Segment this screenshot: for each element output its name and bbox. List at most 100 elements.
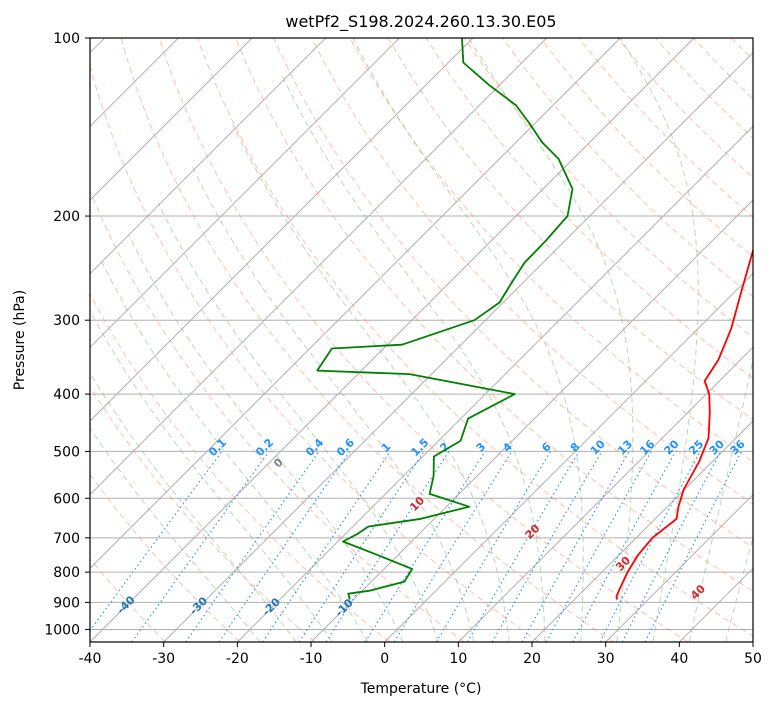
moist-adiabat-line [90,309,333,642]
mixing-ratio-line [131,451,270,642]
dry-adiabat-line [158,38,689,642]
dry-adiabat-line [387,38,753,421]
dry-adiabat-line [540,38,753,258]
dry-adiabat-line [273,38,753,548]
mixing-ratio-lines [90,451,742,642]
mixing-ratio-label: 36 [728,437,748,457]
mixing-ratio-line [262,451,391,642]
mixing-ratio-label: 4 [500,440,515,455]
dry-adiabat-line [90,63,540,642]
mixing-ratio-line [325,451,450,642]
dry-adiabats [90,38,775,642]
moist-adiabat-line [280,73,546,642]
mixing-ratio-label: 1.5 [408,436,431,459]
gridlines [90,38,753,642]
moist-adiabat-line [90,372,297,642]
isotherm-gridline [310,199,753,642]
isotherm-gridline [384,272,753,642]
plot-frame [89,37,754,643]
y-tick-label: 300 [53,313,80,329]
isotherm-gridline [90,38,474,422]
mixing-ratio-label: 16 [637,437,657,457]
dry-adiabat-line [693,38,753,100]
mixing-ratio-label: 20 [662,437,682,457]
mixing-ratio-line [364,451,486,642]
dry-adiabat-label: -20 [260,595,283,618]
x-tick-label: 30 [597,651,615,667]
isotherm-gridline [163,51,753,642]
dry-adiabat-line [90,189,465,642]
moist-adiabat-line [468,38,634,642]
mixing-ratio-label: 8 [568,440,583,455]
moist-adiabat-label: 0 [271,455,286,470]
y-tick-label: 600 [53,491,80,507]
moist-adiabat-line [619,38,699,642]
mixing-ratio-line [185,451,320,642]
moist-adiabat-line [725,535,753,642]
isotherm-gridline [90,38,695,642]
x-tick-label: 0 [380,651,389,667]
dry-adiabat-line [770,38,775,642]
mixing-ratio-line [218,451,351,642]
mixing-ratio-line [435,451,552,642]
reference-line-labels: 0.10.20.40.611.52346810131620253036-100-… [114,436,748,620]
mixing-ratio-label: 0.4 [303,436,326,459]
y-tick-label: 200 [53,209,80,225]
dry-adiabat-line [502,38,753,298]
dewpoint-profile-line [316,38,574,600]
moist-adiabat-label: 40 [688,582,708,602]
x-tick-label: 20 [523,651,541,667]
isotherm-gridline [605,493,753,642]
mixing-ratio-label: 0.1 [206,436,229,459]
moist-adiabat-line [191,166,475,642]
y-tick-label: 400 [53,387,80,403]
chart-title: wetPf2_S198.2024.260.13.30.E05 [285,12,556,32]
moist-adiabat-line [99,257,369,642]
x-tick-label: 10 [449,651,467,667]
y-tick-label: 800 [53,565,80,581]
mixing-ratio-line [521,451,630,642]
mixing-ratio-line [90,451,223,632]
mixing-ratio-label: 25 [686,437,706,457]
mixing-ratio-label: 13 [615,437,635,457]
moist-adiabat-line [762,38,775,642]
x-axis-title: Temperature (°C) [360,681,482,697]
dry-adiabat-line [425,38,753,379]
dry-adiabat-line [464,38,753,338]
y-tick-label: 500 [53,444,80,460]
mixing-ratio-line [621,451,722,642]
isotherm-gridline [90,38,621,570]
mixing-ratio-label: 10 [588,437,608,457]
temperature-profile-line [615,247,753,600]
mixing-ratio-line [599,451,701,642]
isotherm-gridline [752,641,753,642]
mixing-ratio-line [572,451,676,642]
isotherm-gridline [236,125,753,642]
moist-adiabat-line [688,356,753,642]
profile-series [316,38,753,600]
dry-adiabat-line [311,38,753,505]
dry-adiabat-line [90,292,390,642]
isotherm-gridline [90,38,400,349]
dry-adiabat-line [90,385,316,642]
x-tick-label: 50 [744,651,762,667]
dry-adiabat-line [235,38,753,592]
moist-adiabat-line [232,124,510,642]
moist-adiabat-line [157,202,439,642]
mixing-ratio-label: 0.2 [253,436,276,459]
dry-adiabat-line [197,38,753,637]
dry-adiabat-line [90,473,241,642]
mixing-ratio-label: 1 [379,440,394,455]
y-axis-ticks: 100 200 300 400 500 600 700 800 900 1000 [44,31,90,638]
isotherm-gridline [90,38,548,496]
x-tick-label: -10 [300,651,323,667]
x-tick-label: -30 [152,651,175,667]
moist-adiabat-line [90,427,261,642]
dry-adiabat-label: -40 [114,593,137,616]
x-tick-label: -40 [79,651,102,667]
isotherm-gridline [90,38,327,275]
mixing-ratio-line [393,451,513,642]
moist-adiabat-line [128,234,404,642]
mixing-ratio-line [545,451,652,642]
mixing-ratio-line [467,451,580,642]
